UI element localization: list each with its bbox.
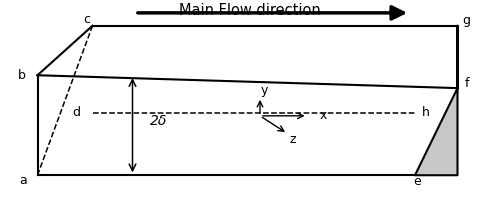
Text: 2δ: 2δ xyxy=(150,114,168,128)
Polygon shape xyxy=(415,26,458,175)
Text: g: g xyxy=(462,14,470,27)
Text: a: a xyxy=(20,174,28,187)
Text: x: x xyxy=(320,109,328,122)
Text: f: f xyxy=(464,77,469,90)
Text: d: d xyxy=(72,106,80,119)
Text: b: b xyxy=(18,69,25,82)
Text: Main Flow direction: Main Flow direction xyxy=(179,3,321,18)
Text: c: c xyxy=(83,13,90,26)
Text: h: h xyxy=(422,106,430,119)
Text: z: z xyxy=(290,133,296,146)
Text: e: e xyxy=(414,175,422,188)
Text: y: y xyxy=(260,84,268,97)
